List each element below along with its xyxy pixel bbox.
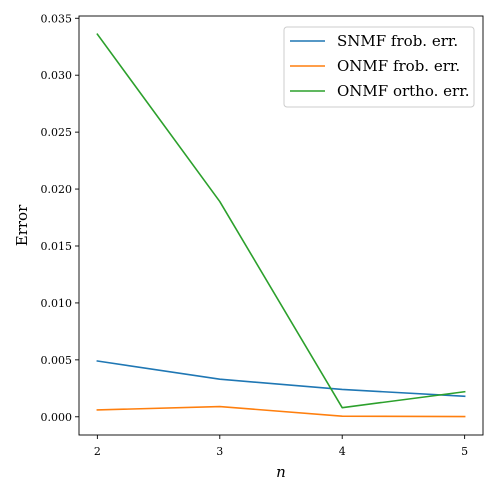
x-tick-label: 5: [461, 445, 468, 458]
y-tick-label: 0.015: [41, 240, 73, 253]
y-tick-label: 0.030: [41, 69, 73, 82]
y-tick-label: 0.025: [41, 126, 73, 139]
x-tick-label: 4: [339, 445, 346, 458]
y-tick-label: 0.010: [41, 297, 73, 310]
y-tick-label: 0.020: [41, 183, 73, 196]
axes-frame: [78, 15, 484, 436]
x-tick-label: 2: [94, 445, 101, 458]
y-tick-label: 0.005: [41, 354, 73, 367]
axis-ticks: 2 3 4 5 0.000 0.005 0.010 0.015 0.020 0.025 0.030 0…: [41, 12, 469, 458]
legend-label-1: SNMF frob. err.: [337, 32, 458, 50]
legend-label-2: ONMF frob. err.: [337, 57, 460, 75]
series-line-1: [96, 360, 466, 398]
legend-label-3: ONMF ortho. err.: [337, 82, 470, 100]
y-tick-label: 0.035: [41, 12, 73, 25]
x-axis-label: n: [276, 463, 286, 481]
x-tick-label: 3: [216, 445, 223, 458]
legend-box: [283, 26, 475, 108]
legend: SNMF frob. err. ONMF frob. err. ONMF ortho…: [283, 26, 475, 108]
plot-area: [78, 15, 484, 436]
y-tick-label: 0.000: [41, 411, 73, 424]
series-line-2: [96, 405, 466, 418]
y-axis-label: Error: [13, 204, 31, 246]
series-line-3: [96, 33, 466, 409]
